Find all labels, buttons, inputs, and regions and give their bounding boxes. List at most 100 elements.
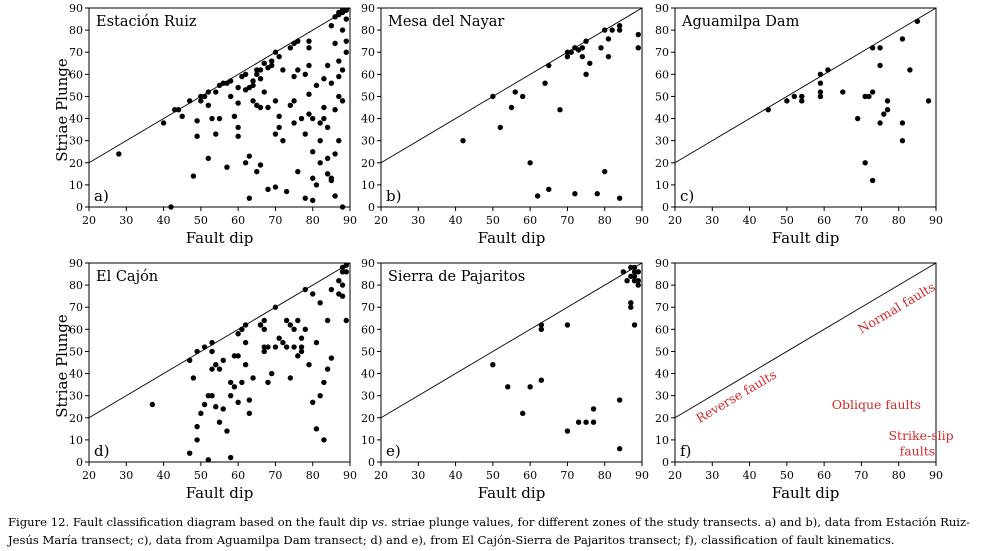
data-point (557, 107, 563, 113)
data-point (572, 191, 578, 197)
data-point (546, 186, 552, 193)
x-tick-label: 60 (817, 469, 831, 482)
data-point (598, 45, 604, 51)
data-point (310, 197, 316, 204)
panel-title: Mesa del Nayar (388, 14, 504, 30)
data-point (317, 300, 323, 306)
data-point (227, 454, 234, 461)
data-point (866, 93, 872, 100)
y-tick-label: 70 (361, 301, 375, 314)
data-point (231, 353, 238, 359)
kinematics-annotation: faults (900, 443, 936, 458)
data-point (261, 89, 267, 95)
y-tick-label: 80 (361, 24, 375, 37)
x-tick-label: 90 (343, 469, 357, 482)
data-point (291, 73, 297, 80)
y-tick-label: 50 (69, 90, 83, 103)
data-point (246, 397, 253, 403)
data-point (261, 348, 267, 355)
y-tick-label: 10 (361, 179, 375, 192)
data-point (272, 344, 279, 350)
data-point (579, 45, 586, 51)
data-point (242, 71, 249, 78)
data-point (242, 322, 249, 328)
data-point (339, 98, 346, 104)
data-point (635, 45, 641, 51)
y-tick-label: 0 (76, 201, 83, 214)
data-point (168, 204, 174, 210)
x-tick-label: 80 (306, 469, 320, 482)
data-point (317, 160, 323, 166)
data-point (538, 377, 545, 383)
data-point (291, 326, 297, 333)
data-point (310, 149, 316, 155)
y-tick-label: 20 (655, 157, 669, 170)
y-tick-label: 10 (69, 434, 83, 447)
data-point (616, 195, 623, 201)
data-point (205, 392, 212, 399)
data-point (869, 45, 876, 51)
data-point (884, 98, 891, 104)
data-point (257, 162, 264, 168)
y-tick-label: 0 (662, 201, 669, 214)
data-point (602, 27, 608, 33)
data-point (198, 98, 204, 104)
y-tick-label: 30 (361, 135, 375, 148)
data-point (242, 339, 249, 346)
data-point (287, 45, 294, 51)
data-point (250, 375, 256, 381)
data-point (313, 82, 320, 89)
data-point (877, 45, 883, 51)
data-point (257, 104, 264, 111)
y-tick-label: 10 (69, 179, 83, 192)
figure-caption: Figure 12. Fault classification diagram … (8, 513, 983, 549)
y-tick-label: 90 (69, 2, 83, 15)
data-point (201, 344, 208, 350)
data-point (635, 31, 641, 38)
data-point (291, 120, 297, 126)
x-tick-label: 40 (157, 469, 171, 482)
data-point (616, 22, 623, 29)
data-point (336, 58, 342, 64)
y-tick-label: 70 (655, 46, 669, 59)
data-point (583, 419, 589, 425)
data-point (298, 344, 305, 350)
reference-line (88, 262, 351, 419)
data-point (283, 188, 290, 195)
data-point (213, 131, 219, 137)
y-tick-label: 90 (69, 257, 83, 270)
reference-line (674, 262, 937, 419)
data-point (280, 137, 286, 144)
data-point (799, 98, 805, 104)
data-point (194, 118, 200, 124)
kinematics-annotation: Reverse faults (693, 367, 779, 426)
data-point (817, 89, 824, 95)
y-tick-label: 10 (655, 434, 669, 447)
data-point (254, 67, 260, 73)
data-point (276, 113, 282, 120)
data-point (542, 80, 548, 86)
data-point (336, 73, 342, 80)
data-point (231, 113, 238, 120)
data-point (635, 269, 641, 275)
data-point (628, 273, 634, 279)
x-tick-label: 30 (411, 214, 425, 227)
x-tick-label: 50 (780, 214, 794, 227)
y-tick-label: 0 (76, 456, 83, 469)
data-point (190, 173, 197, 179)
x-tick-label: 20 (668, 469, 682, 482)
reference-line (380, 262, 643, 419)
chart-panel: 20 30 40 50 60 70 80 90 0 10 20 30 40 50 60 70 80 90 f) Fau… (655, 257, 954, 502)
data-point (216, 419, 223, 425)
data-point (840, 89, 846, 95)
data-point (261, 326, 267, 333)
data-point (209, 392, 215, 399)
data-point (324, 366, 331, 372)
data-point (272, 184, 279, 190)
data-point (295, 353, 301, 359)
data-point (631, 264, 638, 271)
x-axis-label: Fault dip (772, 229, 840, 247)
panel-title: Aguamilpa Dam (681, 14, 800, 30)
x-tick-label: 40 (157, 214, 171, 227)
y-tick-label: 90 (655, 2, 669, 15)
